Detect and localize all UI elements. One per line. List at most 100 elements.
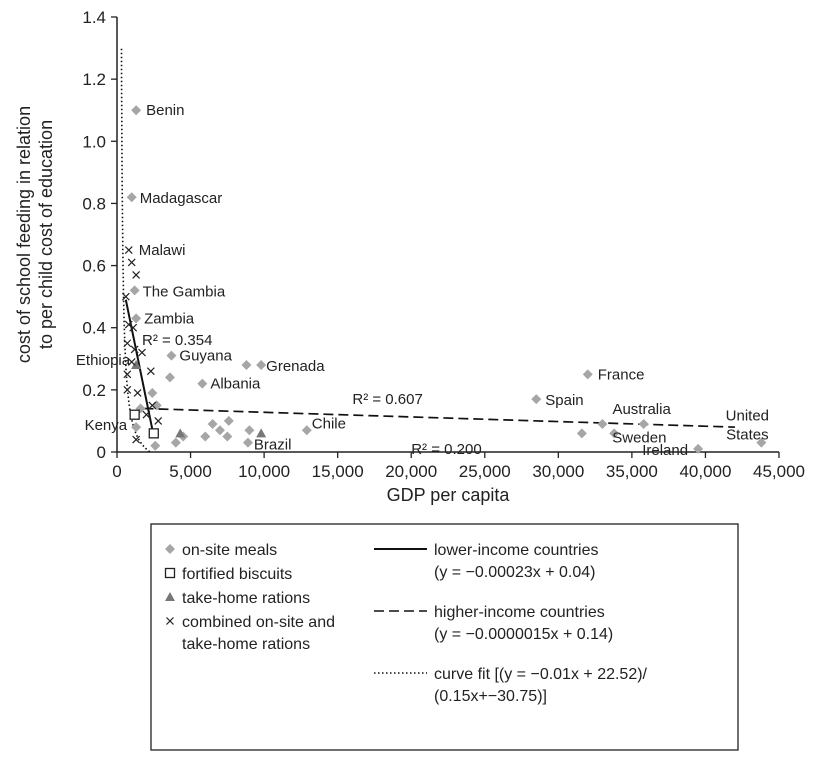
x-tick-label: 20,000 [385,462,437,481]
x-marker-stroke [130,345,139,354]
series-triangle [131,360,267,438]
data-point [142,410,151,419]
point-label: France [598,366,645,383]
data-point [756,437,767,448]
data-point [127,357,136,366]
point-label: United States [726,408,769,444]
data-point [130,345,139,354]
data-point [597,419,608,430]
data-point [200,431,211,442]
x-marker-stroke [127,258,136,267]
point-label-line: United [726,408,769,425]
legend-label: take-home rations [182,636,310,653]
data-point [148,428,159,439]
point-label: Madagascar [140,190,223,207]
x-marker-stroke [123,385,132,394]
y-tick-label: 0 [97,443,106,462]
r-squared-label: R² = 0.354 [142,332,212,349]
point-label: Guyana [179,348,232,365]
y-axis-label: cost of school feeding in relation to per… [14,106,56,363]
data-point [242,437,253,448]
data-point [175,428,186,438]
x-axis-label: GDP per capita [387,485,511,505]
series-diamond [126,105,767,454]
x-tick-label: 10,000 [238,462,290,481]
y-tick-label: 0.6 [82,257,106,276]
x-marker-stroke [154,417,163,425]
x-marker-stroke [124,246,133,254]
series-x [121,246,163,444]
legend-label: (y = −0.0000015x + 0.14) [434,626,613,643]
x-tick-label: 35,000 [606,462,658,481]
y-tick-label: 1.2 [82,70,106,89]
data-point [123,339,132,348]
data-point [223,415,234,426]
x-marker-stroke [142,410,151,419]
legend-label: lower-income countries [434,542,599,559]
x-marker-stroke [127,357,136,366]
data-point [131,313,142,324]
data-point [164,372,175,383]
axes: 0 0.2 0.4 0.6 0.8 1.0 1.2 1.4 0 5,000 10,000 15,000… [14,8,805,505]
x-tick-label: 30,000 [532,462,584,481]
series-square-open [129,409,159,439]
point-label: Chile [312,415,346,432]
point-label: Ethiopia [76,352,131,369]
point-label: Benin [146,102,184,119]
data-point [244,425,255,436]
x-marker-stroke [132,270,141,279]
y-axis-label-line: cost of school feeding in relation [14,106,34,363]
data-point [132,435,141,444]
point-label: Brazil [254,437,292,454]
data-point [609,428,620,439]
x-tick-label: 0 [112,462,121,481]
x-marker-stroke [121,292,130,301]
legend-label: combined on-site and [182,614,335,631]
legend-marker [165,592,175,601]
x-tick-label: 15,000 [312,462,364,481]
x-marker-stroke [138,348,146,357]
point-label: Grenada [266,358,325,375]
point-label: Sweden [612,429,666,446]
legend-marker [165,544,175,554]
legend-label: (y = −0.00023x + 0.04) [434,564,595,581]
data-point [121,292,130,301]
legend-label: curve fit [(y = −0.01x + 22.52)/ [434,666,648,683]
point-label-line: States [726,427,769,444]
y-tick-label: 1.4 [82,8,106,27]
data-point [133,389,142,397]
x-tick-label: 5,000 [169,462,212,481]
data-point [146,367,155,376]
x-marker-stroke [124,320,133,329]
data-point [166,350,177,361]
data-point [129,285,140,296]
y-axis-label-line: to per child cost of education [36,120,56,349]
x-marker-stroke [148,401,157,410]
data-point [301,425,312,436]
data-point [222,431,233,442]
legend: on-site meals fortified biscuits take-home… [150,523,739,751]
point-label: Albania [210,376,261,393]
data-point [531,394,542,405]
legend-label: fortified biscuits [182,566,292,583]
legend-label: on-site meals [182,542,277,559]
y-tick-label: 1.0 [82,132,106,151]
data-point [154,417,163,425]
data-point [582,369,593,380]
data-point [241,360,252,370]
y-tick-label: 0.8 [82,194,106,213]
data-point [123,385,132,394]
data-point [126,192,137,203]
legend-label: (0.15x+−30.75)] [434,688,547,705]
x-marker-stroke [133,389,142,397]
data-point [127,258,136,267]
dashed-trend-line [143,407,735,428]
data-point [256,360,267,370]
x-marker-stroke [123,370,132,379]
point-label: Malawi [139,242,186,259]
data-point [131,422,142,433]
annotations: Benin Madagascar The Gambia Zambia Guyana Gre… [76,102,769,459]
point-label: Spain [545,392,583,409]
x-marker-stroke [166,617,174,625]
